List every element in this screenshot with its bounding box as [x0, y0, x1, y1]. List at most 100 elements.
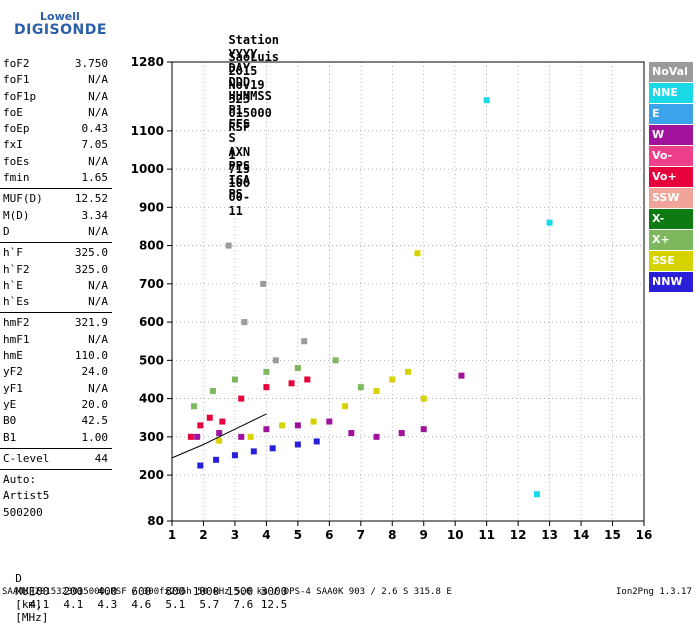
- header-label: HHMMSS: [228, 89, 272, 103]
- data-point: [534, 491, 541, 498]
- param-name: C-level: [3, 451, 50, 465]
- divider: [0, 447, 112, 449]
- x-tick-label: 9: [420, 528, 428, 542]
- data-point: [209, 387, 216, 394]
- data-point: [247, 433, 254, 440]
- legend-item: NNE: [649, 83, 693, 103]
- param-value: N/A: [88, 381, 108, 395]
- param-name: B1: [3, 430, 17, 444]
- data-point: [216, 430, 223, 437]
- data-point: [263, 384, 270, 391]
- y-tick-label: 80: [147, 514, 164, 528]
- distance-value: 600: [131, 585, 152, 598]
- header-value: RSF: [228, 120, 251, 134]
- x-axis-ticks: 1 2 3 4 5 6 7 8 9 10 11 12 13 14 15 16: [168, 521, 653, 542]
- param-value: 0.43: [81, 122, 109, 136]
- header-label: YYYY: [228, 47, 258, 61]
- data-point: [332, 357, 339, 364]
- header-labels: Station YYYY DAY DDD HHMMSS P1 FFS S AXN…: [214, 19, 279, 201]
- param-value: N/A: [88, 278, 108, 292]
- param-row: h`E N/A: [0, 278, 112, 294]
- param-row: h`F 325.0: [0, 245, 112, 261]
- header-value: 015000: [228, 106, 272, 120]
- footer-version: Ion2Png 1.3.17: [616, 587, 692, 597]
- data-point: [414, 250, 421, 257]
- y-tick-label: 900: [139, 200, 164, 214]
- data-point: [398, 430, 405, 437]
- data-point: [294, 365, 301, 371]
- param-value: N/A: [88, 224, 108, 238]
- y-tick-label: 200: [139, 468, 164, 482]
- logo-digisonde-text: DIGISONDE: [14, 22, 107, 38]
- x-tick-label: 3: [231, 528, 239, 542]
- param-row: h`Es N/A: [0, 294, 112, 310]
- param-name: h`F2: [3, 262, 30, 276]
- data-point: [420, 395, 427, 402]
- data-point: [191, 403, 198, 410]
- data-point: [546, 219, 553, 226]
- param-value: 1.00: [81, 430, 109, 444]
- data-point: [197, 422, 204, 429]
- param-value: N/A: [88, 154, 108, 168]
- param-row: yE 20.0: [0, 397, 112, 413]
- param-row: foEs N/A: [0, 154, 112, 170]
- distance-row-label: D: [15, 572, 22, 585]
- data-point: [197, 462, 204, 469]
- data-point: [231, 376, 238, 383]
- y-axis-ticks: 80 200 300 400 500 600 700 800 900 1000 1100 1280: [131, 55, 172, 528]
- data-point: [294, 441, 301, 448]
- distance-value: 400: [97, 585, 118, 598]
- y-tick-label: 800: [139, 239, 164, 253]
- param-name: M(D): [3, 208, 30, 222]
- x-tick-label: 2: [199, 528, 207, 542]
- param-value: N/A: [88, 332, 108, 346]
- legend-item: Vo-: [649, 146, 693, 166]
- polarization-legend: NoVal NNE E W Vo- Vo+ SSW X- X+ SSE NNW: [649, 62, 693, 293]
- param-name: fmin: [3, 171, 30, 185]
- header-value: 100: [228, 176, 251, 190]
- data-point: [272, 357, 279, 364]
- legend-item: NNW: [649, 272, 693, 292]
- param-row: D N/A: [0, 224, 112, 240]
- data-point: [279, 422, 286, 429]
- param-row: hmE 110.0: [0, 348, 112, 364]
- scaler-version: 500200: [3, 505, 43, 519]
- param-value: 325.0: [74, 246, 108, 260]
- y-tick-label: 600: [139, 315, 164, 329]
- header-label: IGA: [228, 173, 251, 187]
- x-tick-label: 16: [636, 528, 653, 542]
- x-tick-label: 11: [478, 528, 495, 542]
- params-group-muf: MUF(D) 12.52 M(D) 3.34 D N/A: [0, 191, 112, 240]
- scaler-info: Auto: Artist5 500200: [0, 472, 112, 521]
- header-value: 00-: [228, 190, 251, 204]
- data-point: [342, 403, 349, 410]
- muf-row-label: MUF: [15, 585, 36, 598]
- data-point: [310, 418, 317, 425]
- param-name: h`Es: [3, 295, 30, 309]
- param-row: B0 42.5: [0, 413, 112, 429]
- data-point: [483, 97, 490, 104]
- logo-lowell-text: Lowell: [40, 10, 80, 23]
- param-name: hmF1: [3, 332, 30, 346]
- param-name: foE: [3, 105, 23, 119]
- data-point: [231, 452, 238, 459]
- header-label: S: [228, 131, 236, 145]
- y-tick-label: 500: [139, 353, 164, 367]
- data-point: [357, 384, 364, 391]
- header-value: 323: [228, 92, 251, 106]
- data-point: [348, 430, 355, 437]
- param-name: MUF(D): [3, 192, 43, 206]
- data-point: [373, 433, 380, 440]
- param-name: fxI: [3, 138, 23, 152]
- param-name: foF1p: [3, 89, 37, 103]
- x-tick-label: 6: [325, 528, 333, 542]
- params-group-virtual-heights: h`F 325.0 h`F2 325.0 h`E N/A h`Es N/A: [0, 245, 112, 310]
- muf-unit: [MHz]: [15, 611, 49, 624]
- data-point: [260, 280, 267, 287]
- muf-row: MUF 4.1 4.1 4.3 4.6 5.1 5.7 7.6 12.5 [MHz]: [2, 572, 287, 624]
- plot-frame: [171, 61, 645, 522]
- y-tick-label: 1100: [131, 124, 164, 138]
- param-name: foF1: [3, 73, 30, 87]
- params-group-frequencies: foF2 3.750 foF1 N/A foF1p N/A foE N/A foEp 0.43 fx…: [0, 56, 112, 186]
- param-name: D: [3, 224, 10, 238]
